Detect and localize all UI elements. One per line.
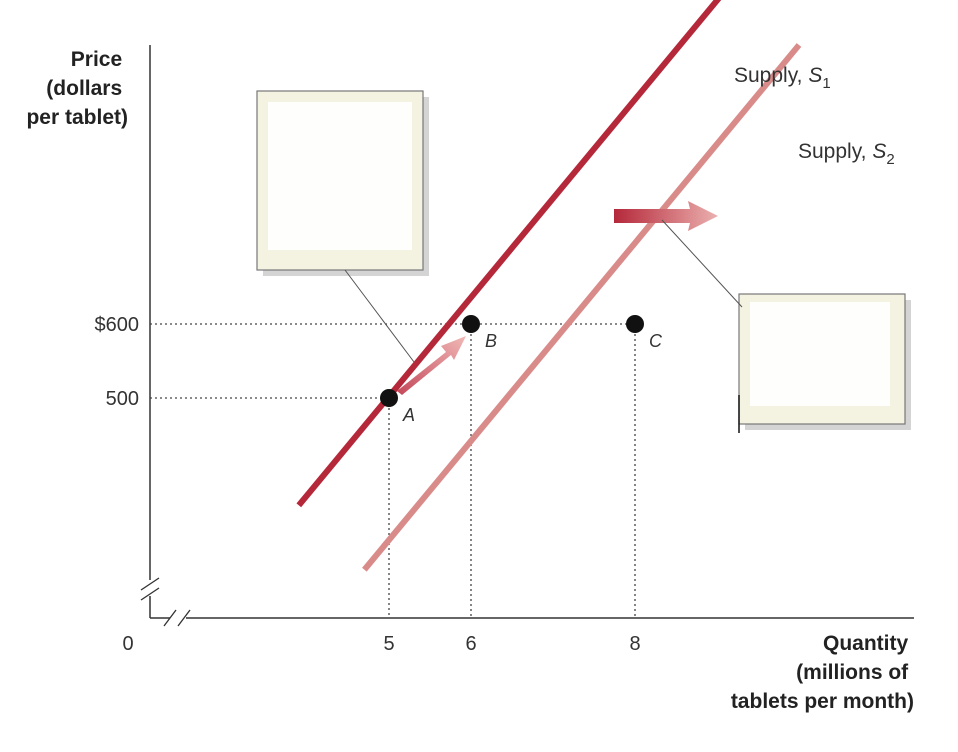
supply-s2-line (362, 43, 802, 572)
supply-shift-arrow (614, 201, 718, 231)
x-tick-label-8: 8 (629, 633, 640, 655)
point-a-label: A (402, 405, 415, 425)
y-axis-title: Price (dollars per tablet) (26, 48, 128, 129)
point-a (380, 389, 398, 407)
x-axis-break (163, 609, 191, 627)
callout-shift (661, 219, 911, 433)
supply-s2-label: Supply, S2 (798, 140, 895, 168)
supply-s1-line (296, 0, 722, 508)
callout-movement (256, 90, 429, 363)
point-c (626, 315, 644, 333)
supply-s1-label: Supply, S1 (734, 64, 831, 92)
x-tick-label-6: 6 (465, 633, 476, 655)
guide-lines (150, 323, 636, 618)
y-axis-break (140, 577, 160, 601)
y-tick-label-500: 500 (106, 388, 139, 410)
movement-arrow-a-to-b (397, 336, 466, 395)
x-axis-title: Quantity (millions of tablets per month) (731, 632, 914, 713)
point-b-label: B (485, 331, 497, 351)
y-tick-label-600: $600 (95, 314, 140, 336)
point-c-label: C (649, 331, 663, 351)
x-tick-label-5: 5 (383, 633, 394, 655)
origin-label: 0 (122, 633, 133, 655)
point-b (462, 315, 480, 333)
